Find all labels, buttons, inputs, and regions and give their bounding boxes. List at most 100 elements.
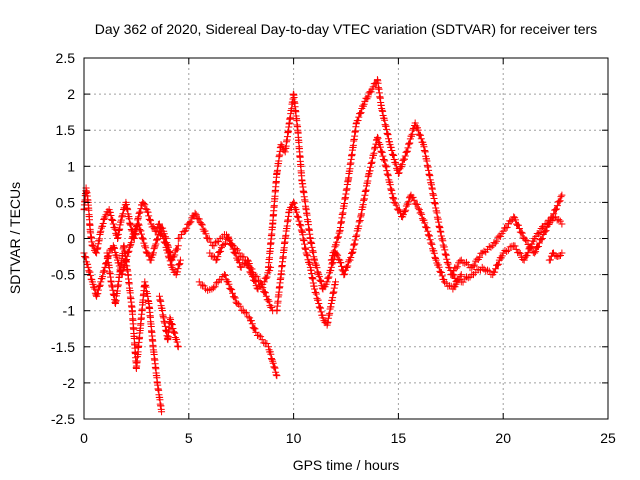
data-point xyxy=(84,263,92,271)
data-point-interp xyxy=(374,134,382,142)
data-point-interp xyxy=(427,239,435,247)
data-point-interp xyxy=(469,262,477,270)
data-point-interp xyxy=(314,296,322,304)
data-point-interp xyxy=(108,216,116,224)
data-point xyxy=(327,263,335,271)
data-point-interp xyxy=(129,233,137,241)
data-point-interp xyxy=(220,240,228,248)
data-point xyxy=(373,133,381,141)
data-point xyxy=(158,408,166,416)
data-point-interp xyxy=(327,267,335,275)
data-point-interp xyxy=(491,268,499,276)
data-point-interp xyxy=(84,260,92,268)
data-point xyxy=(552,206,560,214)
chart-title: Day 362 of 2020, Sidereal Day-to-day VTE… xyxy=(95,21,597,37)
data-point-interp xyxy=(167,316,175,324)
data-point-interp xyxy=(390,156,398,164)
data-point-interp xyxy=(527,244,535,252)
data-point-interp xyxy=(145,212,153,220)
data-point-interp xyxy=(198,221,206,229)
data-point-interp xyxy=(344,262,352,270)
data-point-interp xyxy=(110,244,118,252)
data-point-interp xyxy=(464,274,472,282)
data-point-interp xyxy=(367,88,375,96)
data-point-interp xyxy=(235,259,243,267)
data-point-interp xyxy=(213,279,221,287)
data-point-interp xyxy=(144,208,152,216)
data-point xyxy=(88,242,96,250)
data-point-interp xyxy=(168,320,176,328)
data-point-interp xyxy=(404,144,412,152)
data-point-interp xyxy=(392,160,400,168)
data-point-interp xyxy=(493,261,501,269)
data-point-interp xyxy=(109,217,117,225)
data-point-interp xyxy=(229,245,237,253)
data-point-interp xyxy=(435,263,443,271)
data-point-interp xyxy=(149,249,157,257)
data-point xyxy=(403,148,411,156)
data-point-interp xyxy=(271,364,279,372)
data-point-interp xyxy=(237,252,245,260)
data-point-interp xyxy=(516,249,524,257)
data-point-interp xyxy=(214,253,222,261)
data-point xyxy=(191,209,199,217)
data-point-interp xyxy=(111,223,119,231)
data-point-interp xyxy=(167,320,175,328)
data-point-interp xyxy=(325,273,333,281)
data-point xyxy=(170,328,178,336)
data-point xyxy=(126,242,134,250)
data-point-interp xyxy=(146,217,154,225)
data-point-interp xyxy=(267,350,275,358)
data-point-interp xyxy=(100,267,108,275)
data-point-interp xyxy=(410,196,418,204)
data-point-interp xyxy=(266,267,274,275)
data-point-interp xyxy=(255,331,263,339)
data-point-interp xyxy=(426,232,434,240)
y-tick-label: -0.5 xyxy=(51,267,75,283)
data-point-interp xyxy=(515,225,523,233)
data-point-interp xyxy=(536,229,544,237)
data-point-interp xyxy=(99,273,107,281)
data-point-interp xyxy=(426,236,434,244)
series-satellite-track-k xyxy=(340,133,465,293)
data-point-interp xyxy=(225,280,233,288)
data-point-interp xyxy=(378,148,386,156)
data-point-interp xyxy=(418,210,426,218)
data-point-interp xyxy=(418,215,426,223)
y-tick-label: 2 xyxy=(67,86,75,102)
data-point-interp xyxy=(312,290,320,298)
data-point-interp xyxy=(117,267,125,275)
data-point-interp xyxy=(209,284,217,292)
data-point-interp xyxy=(387,143,395,151)
data-point xyxy=(327,256,335,264)
series-satellite-track-c xyxy=(103,242,166,416)
data-point-interp xyxy=(452,280,460,288)
data-point-interp xyxy=(247,317,255,325)
data-point-interp xyxy=(232,250,240,258)
data-point-interp xyxy=(507,217,515,225)
data-point-interp xyxy=(248,320,256,328)
data-point xyxy=(206,249,214,257)
data-point-interp xyxy=(402,206,410,214)
y-tick-label: 0.5 xyxy=(56,194,76,210)
data-point-interp xyxy=(146,215,154,223)
x-tick-label: 10 xyxy=(286,430,302,446)
data-point-interp xyxy=(483,266,491,274)
data-point-interp xyxy=(221,239,229,247)
data-point-interp xyxy=(127,221,135,229)
data-point-interp xyxy=(421,219,429,227)
data-point-interp xyxy=(106,208,114,216)
x-tick-label: 25 xyxy=(600,430,616,446)
x-tick-label: 15 xyxy=(391,430,407,446)
data-point-interp xyxy=(388,150,396,158)
data-point-interp xyxy=(504,246,512,254)
data-point-interp xyxy=(497,232,505,240)
data-point-interp xyxy=(555,198,563,206)
data-point-interp xyxy=(183,224,191,232)
data-point-interp xyxy=(364,93,372,101)
data-point-interp xyxy=(127,239,135,247)
data-point-interp xyxy=(91,285,99,293)
data-point-interp xyxy=(341,270,349,278)
data-point-interp xyxy=(399,156,407,164)
data-point-interp xyxy=(312,288,320,296)
